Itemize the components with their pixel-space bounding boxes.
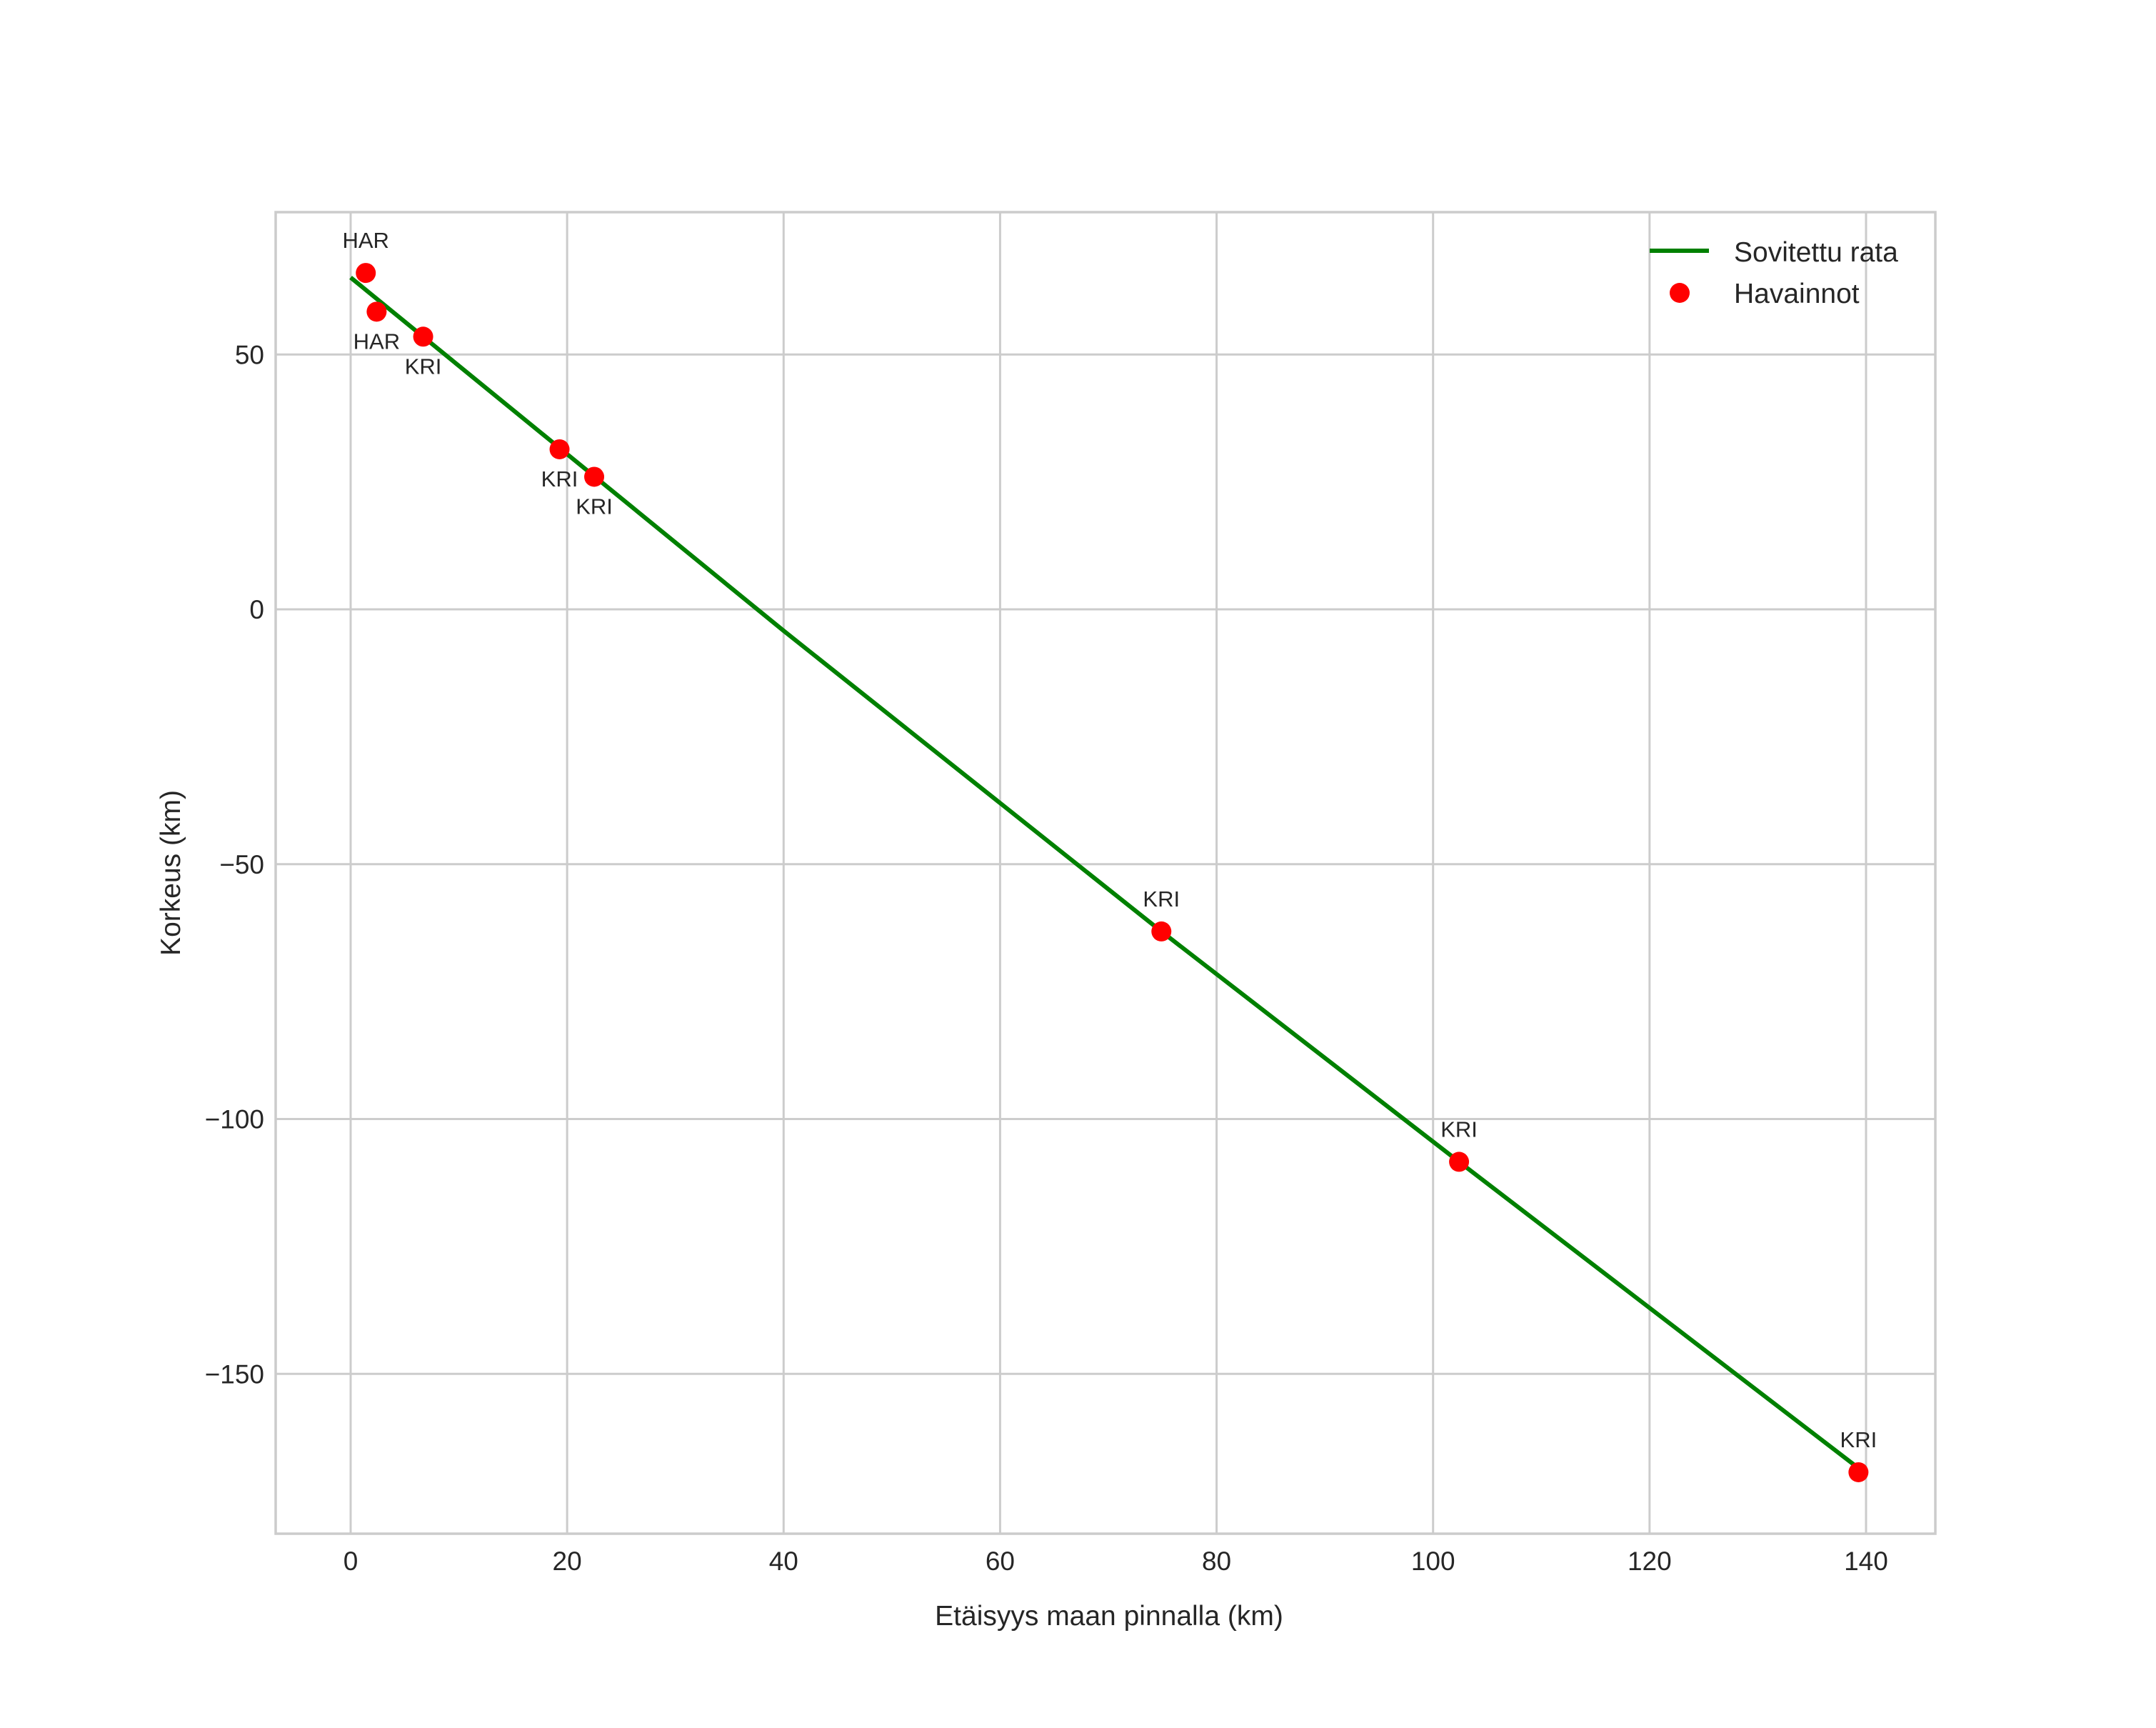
y-gridlines — [276, 353, 1935, 1375]
x-tick-labels: 0 20 40 60 80 100 120 140 — [344, 1547, 1888, 1576]
x-gridlines — [349, 212, 1867, 1534]
x-axis-label: Etäisyys maan pinnalla (km) — [935, 1601, 1283, 1632]
legend-label-fit: Sovitettu rata — [1734, 237, 1898, 268]
point-label: KRI — [541, 466, 578, 491]
observation-point — [413, 326, 433, 347]
point-label: KRI — [405, 354, 442, 379]
x-tick-label: 40 — [769, 1547, 798, 1576]
point-label: KRI — [576, 494, 613, 519]
observation-point — [356, 263, 376, 284]
y-tick-label: −50 — [219, 850, 264, 879]
y-tick-label: 50 — [235, 340, 264, 369]
x-tick-label: 120 — [1628, 1547, 1672, 1576]
observation-point — [1151, 921, 1172, 942]
legend: Sovitettu rata Havainnot — [1650, 237, 1898, 309]
x-tick-label: 20 — [553, 1547, 582, 1576]
legend-dot-icon — [1670, 283, 1690, 303]
point-label: KRI — [1440, 1117, 1478, 1142]
x-tick-label: 80 — [1202, 1547, 1231, 1576]
point-label: HAR — [342, 228, 388, 253]
observation-point — [1449, 1152, 1470, 1172]
x-tick-label: 0 — [344, 1547, 359, 1576]
axes-frame — [274, 211, 1937, 1535]
observation-point — [584, 466, 605, 487]
observation-point — [549, 439, 570, 459]
x-tick-label: 140 — [1844, 1547, 1888, 1576]
point-label: HAR — [354, 329, 400, 354]
x-tick-label: 100 — [1411, 1547, 1455, 1576]
observation-point — [1848, 1462, 1869, 1482]
x-tick-label: 60 — [986, 1547, 1015, 1576]
y-tick-label: −150 — [205, 1359, 264, 1389]
legend-label-observations: Havainnot — [1734, 279, 1860, 309]
point-label: KRI — [1840, 1427, 1877, 1452]
observation-point — [366, 301, 387, 322]
point-label: KRI — [1143, 887, 1180, 912]
y-axis-label: Korkeus (km) — [156, 790, 186, 956]
y-tick-label: −100 — [205, 1105, 264, 1134]
y-tick-label: 0 — [249, 595, 264, 624]
y-tick-labels: 50 0 −50 −100 −150 — [205, 340, 264, 1389]
observation-points — [356, 263, 1869, 1482]
